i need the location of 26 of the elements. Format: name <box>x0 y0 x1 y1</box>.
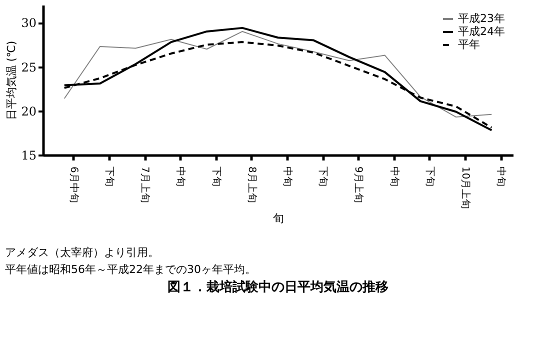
y-tick-label: 15 <box>21 148 36 162</box>
x-tick-label: 下旬 <box>210 166 222 186</box>
legend-label: 平成24年 <box>458 25 505 38</box>
x-tick-label: 下旬 <box>317 166 330 186</box>
x-tick-label: 中旬 <box>495 166 508 186</box>
legend-label: 平成23年 <box>458 12 505 25</box>
line-series <box>63 26 493 132</box>
y-tick-label: 20 <box>21 104 36 118</box>
legend-label: 平年 <box>458 38 480 51</box>
x-tick-label: 6月中旬 <box>68 166 80 203</box>
y-tick-label: 25 <box>21 60 36 74</box>
x-tick-label: 10月上旬 <box>460 166 472 210</box>
x-tick-label: 中旬 <box>174 166 187 186</box>
x-tick-label: 7月上旬 <box>139 166 152 203</box>
x-tick-label: 中旬 <box>282 166 294 186</box>
y-tick-label: 30 <box>21 16 36 30</box>
text: 平年値は昭和56年～平成22年までの30ヶ年平均。 <box>5 263 256 276</box>
y-axis-title: 日平均気温 (℃) <box>5 40 18 120</box>
x-tick-label: 9月上旬 <box>352 166 365 203</box>
text: アメダス（太宰府）より引用。 <box>5 246 159 259</box>
x-tick-label: 下旬 <box>103 166 116 186</box>
x-tick-label: 下旬 <box>424 166 436 186</box>
x-tick-label: 中旬 <box>388 166 400 186</box>
text: 図１．栽培試験中の日平均気温の推移 <box>168 279 388 295</box>
x-axis-title: 旬 <box>273 212 284 226</box>
x-tick-label: 8月上旬 <box>246 166 258 203</box>
